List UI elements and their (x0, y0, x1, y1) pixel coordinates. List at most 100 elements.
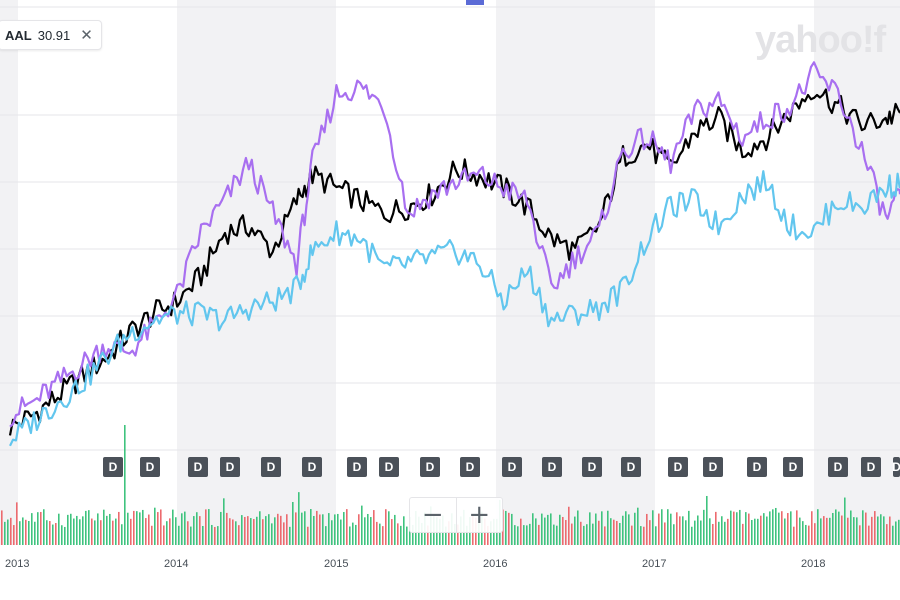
volume-bar (403, 516, 405, 545)
volume-bar (121, 524, 123, 545)
dividend-marker[interactable]: D (502, 457, 522, 477)
volume-bar (892, 525, 894, 545)
volume-bar (73, 518, 75, 545)
x-tick-label: 2015 (324, 558, 348, 570)
volume-bar (580, 521, 582, 545)
dividend-marker[interactable]: D (261, 457, 281, 477)
dividend-marker[interactable]: D (140, 457, 160, 477)
dividend-marker[interactable]: D (347, 457, 367, 477)
volume-bar (82, 516, 84, 545)
gridlines (0, 6, 900, 451)
close-icon[interactable]: ✕ (80, 26, 93, 44)
volume-bar (271, 523, 273, 545)
x-axis: 2013 2014 2015 2016 2017 2018 (5, 558, 825, 570)
volume-bar (448, 521, 450, 545)
volume-bar (832, 512, 834, 545)
x-tick-label: 2013 (5, 558, 29, 570)
volume-bar (130, 518, 132, 545)
volume-bar (862, 510, 864, 545)
volume-bar (319, 514, 321, 545)
dividend-marker[interactable]: D (703, 457, 723, 477)
volume-bar (784, 518, 786, 545)
zoom-in-button[interactable]: + (455, 498, 503, 532)
volume-bar (598, 520, 600, 545)
volume-bar (394, 514, 396, 545)
x-tick-label: 2017 (642, 558, 666, 570)
volume-bar (478, 521, 480, 545)
volume-bar (46, 520, 48, 545)
volume-bar (511, 513, 513, 545)
dividend-marker[interactable]: D (379, 457, 399, 477)
volume-bar (211, 524, 213, 545)
volume-bar (136, 511, 138, 545)
volume-bar (826, 517, 828, 545)
volume-bar (400, 525, 402, 545)
volume-bar (514, 525, 516, 545)
volume-bar (640, 526, 642, 545)
volume-bar (25, 519, 27, 545)
volume-bar (589, 512, 591, 545)
volume-bar (847, 517, 849, 545)
dividend-marker[interactable]: D (302, 457, 322, 477)
volume-bar (145, 518, 147, 545)
year-bands (0, 0, 900, 545)
volume-bar (688, 510, 690, 545)
volume-bar (370, 517, 372, 545)
volume-bar (637, 507, 639, 545)
volume-bar (574, 516, 576, 545)
volume-bar (277, 513, 279, 545)
volume-bar (712, 523, 714, 545)
volume-bar (163, 525, 165, 545)
volume-bar (295, 512, 297, 545)
volume-bar (28, 521, 30, 545)
dividend-marker[interactable]: D (747, 457, 767, 477)
zoom-out-button[interactable]: − (421, 500, 444, 530)
volume-bar (97, 513, 99, 545)
dividend-marker[interactable]: D (621, 457, 641, 477)
volume-bar (193, 516, 195, 545)
series-line (8, 88, 900, 436)
volume-bar (823, 516, 825, 545)
volume-bar (49, 521, 51, 545)
volume-bar (682, 516, 684, 545)
volume-bar (340, 519, 342, 545)
volume-bar (265, 516, 267, 545)
volume-bar (895, 521, 897, 545)
volume-bar (64, 526, 66, 545)
dividend-marker[interactable]: D (460, 457, 480, 477)
volume-bar (124, 425, 126, 545)
dividend-marker[interactable]: D (861, 457, 881, 477)
volume-bar (793, 526, 795, 545)
volume-bar (70, 513, 72, 545)
dividend-marker[interactable]: D (582, 457, 602, 477)
dividend-marker[interactable]: D (220, 457, 240, 477)
range-tab-indicator[interactable] (466, 0, 484, 5)
dividend-marker[interactable]: D (103, 457, 123, 477)
dividend-marker[interactable]: D (783, 457, 803, 477)
volume-bar (766, 516, 768, 545)
volume-bar (742, 523, 744, 545)
dividend-marker[interactable]: D (188, 457, 208, 477)
volume-bar (52, 524, 54, 545)
volume-bar (406, 526, 408, 545)
volume-bar (40, 511, 42, 545)
dividend-marker[interactable]: D (892, 457, 900, 477)
volume-bar (259, 511, 261, 545)
volume-bar (139, 512, 141, 545)
volume-bar (352, 522, 354, 545)
dividend-marker[interactable]: D (668, 457, 688, 477)
dividend-marker[interactable]: D (542, 457, 562, 477)
volume-bar (157, 512, 159, 545)
dividend-marker[interactable]: D (828, 457, 848, 477)
dividend-marker[interactable]: D (420, 457, 440, 477)
volume-bar (544, 517, 546, 545)
volume-bar (190, 526, 192, 545)
volume-bar (838, 511, 840, 545)
volume-bar (454, 523, 456, 545)
volume-bar (562, 516, 564, 545)
volume-bar (673, 524, 675, 545)
volume-bar (532, 513, 534, 545)
volume-bar (247, 516, 249, 545)
